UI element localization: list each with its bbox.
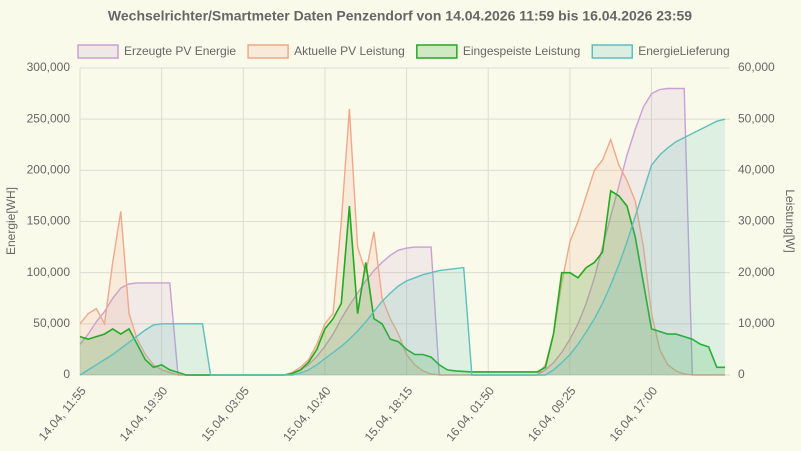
y2-tick-label: 0: [738, 367, 745, 381]
legend-swatch: [77, 44, 119, 59]
y2-tick-label: 30,000: [738, 214, 775, 228]
area-fill: [80, 190, 725, 375]
y2-tick-label: 50,000: [738, 111, 775, 125]
y2-tick-label: 10,000: [738, 316, 775, 330]
legend-label: Aktuelle PV Leistung: [294, 44, 405, 58]
legend: Erzeugte PV Energie Aktuelle PV Leistung E…: [77, 44, 730, 59]
y2-tick-label: 20,000: [738, 265, 775, 279]
y-tick-label: 250,000: [27, 111, 71, 125]
y-tick-label: 300,000: [27, 60, 71, 74]
area-fill: [80, 108, 725, 376]
y2-tick-label: 60,000: [738, 60, 775, 74]
y-tick-label: 100,000: [27, 265, 71, 279]
y2-axis-title: Leistung[W]: [783, 189, 797, 252]
area-fill: [80, 88, 725, 375]
y2-tick-label: 40,000: [738, 163, 775, 177]
y-tick-label: 150,000: [27, 214, 71, 228]
y-tick-label: 0: [63, 367, 70, 381]
legend-label: Erzeugte PV Energie: [124, 44, 236, 58]
legend-label: Eingespeiste Leistung: [463, 44, 580, 58]
legend-swatch: [591, 44, 633, 59]
y-axis-title: Energie[WH]: [4, 187, 18, 255]
area-fill: [80, 119, 725, 375]
legend-label: EnergieLieferung: [638, 44, 729, 58]
legend-swatch: [416, 44, 458, 59]
area-line: [79, 118, 726, 376]
chart-title: Wechselrichter/Smartmeter Daten Penzendo…: [108, 8, 692, 24]
y-tick-label: 200,000: [27, 163, 71, 177]
y-tick-label: 50,000: [33, 316, 70, 330]
area-line: [79, 189, 725, 376]
legend-swatch: [247, 44, 289, 59]
